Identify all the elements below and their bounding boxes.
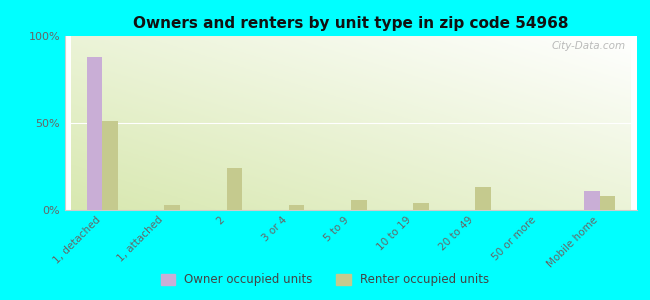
Title: Owners and renters by unit type in zip code 54968: Owners and renters by unit type in zip c… (133, 16, 569, 31)
Bar (584, 191, 600, 210)
Bar (475, 188, 491, 210)
Bar (351, 200, 367, 210)
Bar (164, 205, 180, 210)
Bar (86, 57, 102, 210)
Bar (413, 203, 429, 210)
Bar (227, 168, 242, 210)
Bar (600, 196, 616, 210)
Text: City-Data.com: City-Data.com (551, 41, 625, 51)
Bar (289, 205, 304, 210)
Bar (102, 121, 118, 210)
Legend: Owner occupied units, Renter occupied units: Owner occupied units, Renter occupied un… (156, 269, 494, 291)
